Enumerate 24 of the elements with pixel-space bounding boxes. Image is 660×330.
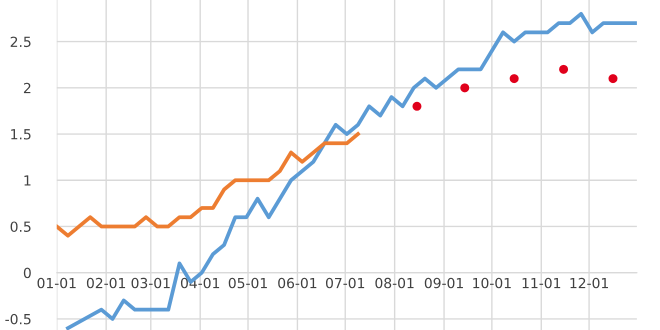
y-tick-label: 2.5	[10, 36, 31, 48]
point	[412, 102, 422, 111]
x-tick-label: 12-01	[570, 278, 608, 288]
y-tick-label: 1.5	[11, 129, 31, 140]
x-tick-label: 03-01	[132, 278, 170, 288]
x-tick-label: 10-01	[473, 278, 511, 288]
y-tick-label: -0.5	[5, 314, 31, 324]
x-tick-label: 08-01	[375, 278, 414, 288]
point	[460, 83, 470, 92]
point	[559, 64, 568, 74]
x-tick-label: 02-01	[86, 278, 126, 288]
x-tick-label: 11-01	[522, 278, 560, 288]
x-tick-label: 05-01	[228, 278, 267, 288]
point	[608, 74, 618, 84]
x-tick-label: 06-01	[278, 278, 316, 288]
y-tick-label: 0	[24, 268, 31, 278]
y-tick-label: 1	[24, 175, 30, 186]
line-series	[56, 132, 360, 238]
y-tick-label: 0.5	[10, 221, 31, 232]
x-tick-label: 07-01	[326, 278, 364, 288]
x-tick-label: 01-01	[37, 278, 76, 288]
y-tick-label: 2	[24, 82, 30, 94]
x-tick-label: 09-01	[424, 278, 463, 288]
point	[510, 74, 519, 84]
